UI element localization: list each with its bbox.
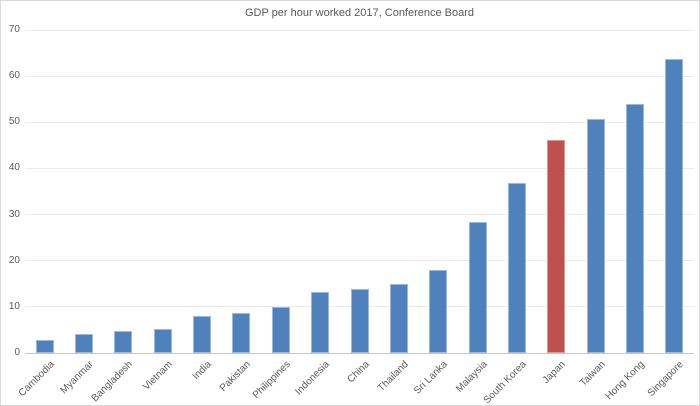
bar-indonesia — [311, 291, 330, 353]
bar-hong-kong — [625, 103, 644, 353]
y-axis-tick-label: 30 — [8, 208, 20, 220]
y-axis-tick-label: 50 — [8, 116, 20, 128]
bar-south-korea — [507, 183, 526, 353]
bar-china — [350, 288, 369, 353]
y-axis-tick-label: 70 — [8, 24, 20, 35]
horizontal-gridline — [25, 167, 694, 169]
bar-thailand — [389, 284, 408, 353]
horizontal-gridline — [25, 214, 694, 216]
bar-taiwan — [586, 119, 605, 353]
horizontal-gridline — [25, 121, 694, 123]
x-axis-line — [25, 352, 694, 354]
y-axis-tick-label: 0 — [14, 347, 20, 358]
bar-sri-lanka — [429, 270, 448, 353]
bar-myanmar — [75, 333, 94, 353]
y-axis-tick-label: 20 — [8, 254, 20, 266]
chart-title: GDP per hour worked 2017, Conference Boa… — [244, 7, 475, 19]
horizontal-gridline — [25, 75, 694, 77]
horizontal-gridline — [25, 29, 694, 31]
bar-pakistan — [232, 313, 251, 353]
bar-cambodia — [35, 340, 54, 353]
horizontal-gridline — [25, 260, 694, 262]
y-axis-tick-label: 10 — [8, 300, 20, 312]
bar-malaysia — [468, 221, 487, 353]
bar-india — [193, 315, 212, 353]
bar-singapore — [665, 58, 684, 353]
bar-japan — [547, 139, 566, 353]
y-axis-tick-label: 40 — [8, 162, 20, 174]
y-axis-tick-label: 60 — [8, 70, 20, 82]
bar-vietnam — [153, 329, 172, 353]
bar-philippines — [271, 307, 290, 353]
bar-bangladesh — [114, 331, 133, 353]
